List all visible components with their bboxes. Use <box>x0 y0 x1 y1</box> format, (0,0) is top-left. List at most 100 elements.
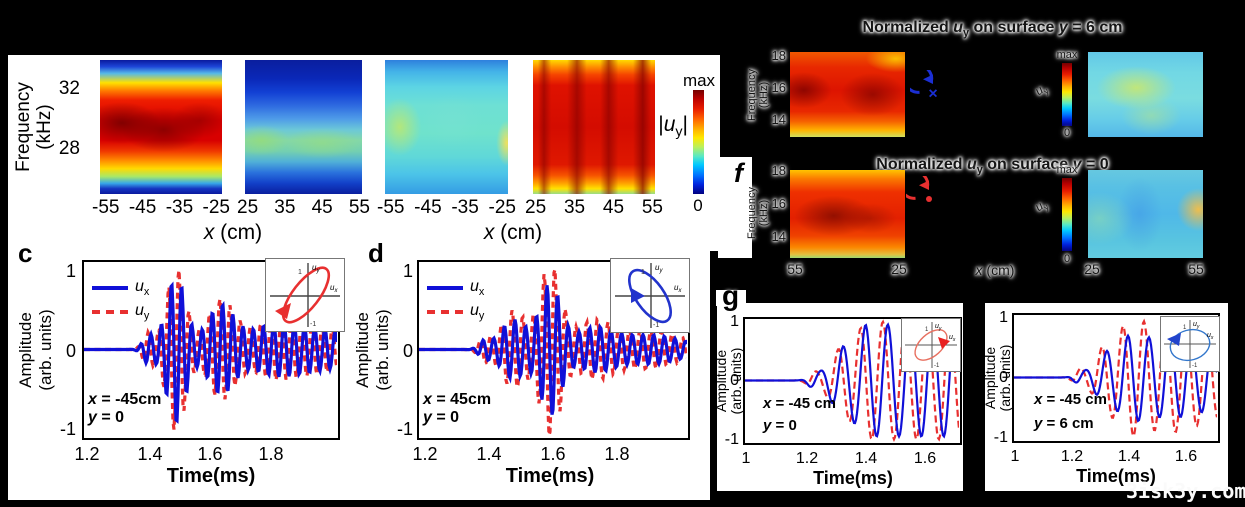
spectral-ytick-28: 28 <box>58 138 80 159</box>
f-xtick: 25 <box>891 261 907 277</box>
xtick: -45 <box>128 197 157 218</box>
f-ytick: 18 <box>771 163 786 178</box>
d-plot-area: ux uy x = 45cm y = 0 <box>417 260 690 440</box>
f-cb-min: 0 <box>1063 127 1071 139</box>
inset-tick: -1 <box>310 321 316 328</box>
bar: | <box>682 113 688 136</box>
d-xtick: 1.2 <box>412 444 438 464</box>
panel-c-label: c <box>18 238 33 268</box>
x-unit: (cm) <box>214 221 263 244</box>
d-ytick: 1 <box>402 261 413 281</box>
bar: | <box>658 113 664 136</box>
c-legend: ux uy <box>92 278 149 322</box>
xticks-map4: 25 35 45 55 <box>525 197 663 219</box>
c-polarization-ellipse <box>281 266 331 324</box>
watermark: 3isk3y.com <box>1126 479 1245 503</box>
g-label-backdrop <box>716 290 746 306</box>
gr-xtick: 1.2 <box>1060 448 1084 465</box>
gr-polarization-arrow <box>1167 333 1181 346</box>
xtick: -25 <box>488 197 516 218</box>
inset-uy-label: uy <box>655 263 663 274</box>
xtick: 35 <box>274 197 296 218</box>
f-ytick: 18 <box>771 48 786 63</box>
d-waveform <box>419 269 687 436</box>
heatmap-uy-left-pos-x <box>245 60 362 194</box>
x-var: x <box>975 262 983 278</box>
d-xtick: 1.4 <box>476 444 502 464</box>
x-unit: (cm) <box>494 221 543 244</box>
d-ylabel: Amplitude (arb. units) <box>353 309 392 391</box>
f-cb-quantity: uy <box>1032 80 1050 100</box>
f-xtick: 55 <box>1188 261 1204 277</box>
f-xlabel: x (cm) <box>952 262 1038 278</box>
title-text: Normalized <box>876 156 967 173</box>
uy-legend-label: uy <box>135 302 150 323</box>
xtick: 55 <box>348 197 370 218</box>
gr-ytick: 1 <box>999 309 1008 326</box>
gl-polarization-inset: uy ux 1 -1 <box>901 318 961 372</box>
into-page-x: × <box>928 86 937 103</box>
inset-tick: -1 <box>1192 363 1198 369</box>
d-polarization-inset: uy ux 1 -1 <box>610 258 690 333</box>
d-xtick: 1.6 <box>540 444 566 464</box>
gr-xlabel: Time(ms) <box>1076 466 1156 486</box>
c-xlabel: Time(ms) <box>166 465 256 487</box>
gl-xtick: 1.6 <box>913 450 937 467</box>
u-sub: y <box>962 27 970 40</box>
inset-tick: -1 <box>653 322 659 329</box>
inset-ux-label: ux <box>949 334 956 343</box>
d-polarization-arrow <box>631 288 645 303</box>
inset-ux-label: ux <box>330 283 338 294</box>
heatmap-f-y6-right <box>1088 52 1203 137</box>
xticks-map3: -55 -45 -35 -25 <box>377 197 516 219</box>
f-ytick: 16 <box>771 80 786 95</box>
gl-xtick: 1.4 <box>854 450 878 467</box>
gl-annotation-y: y = 0 <box>763 417 797 434</box>
d-annotation-y: y = 0 <box>423 409 460 426</box>
heatmap-uy-left-neg-x <box>100 60 222 194</box>
uy-legend-line <box>427 310 463 315</box>
gr-polarization-ellipse <box>1169 328 1211 362</box>
uy-legend-label: uy <box>470 302 485 323</box>
d-ytick: 0 <box>402 341 413 361</box>
inset-tick: 1 <box>1183 325 1187 331</box>
title-text: = 0 <box>1081 156 1109 173</box>
c-xtick: 1.6 <box>197 444 223 464</box>
ux-legend-line <box>92 286 128 291</box>
f-label-backdrop <box>718 157 752 258</box>
colorbar-quantity-label: |uy| <box>646 113 688 140</box>
u-var: u <box>966 156 977 173</box>
heatmap-f-y6-left <box>790 52 905 137</box>
cd-panel: c d Amplitude (arb. units) 1 0 -1 ux uy x… <box>8 240 710 500</box>
xtick: -35 <box>165 197 194 218</box>
xticks-map2: 25 35 45 55 <box>237 197 370 219</box>
u-var: u <box>663 113 676 136</box>
f-colorbar-bottom <box>1062 178 1072 251</box>
title-text: = 6 cm <box>1067 19 1123 36</box>
f-title-top: Normalized uy on surface y = 6 cm <box>790 19 1195 39</box>
gr-xtick: 1 <box>1010 448 1020 465</box>
heatmap-f-y0-right <box>1088 170 1203 258</box>
c-annotation-x: x = -45cm <box>88 391 162 408</box>
spectral-ytick-32: 32 <box>58 78 80 99</box>
colorbar <box>693 90 704 194</box>
x-axis-label-right: x (cm) <box>423 221 603 245</box>
c-xtick: 1.8 <box>258 444 284 464</box>
d-ytick: -1 <box>396 419 413 439</box>
f-xtick: 55 <box>787 261 803 277</box>
xtick: -25 <box>202 197 230 218</box>
inset-tick: -1 <box>934 363 940 369</box>
f-cb-quantity: uy <box>1032 196 1050 216</box>
gr-annotation-x: x = -45 cm <box>1034 391 1107 408</box>
c-ytick: -1 <box>59 419 76 439</box>
f-ytick: 14 <box>771 229 786 244</box>
gl-polarization-ellipse <box>914 329 948 361</box>
out-of-page-dot <box>926 196 932 202</box>
xtick: 25 <box>525 197 547 218</box>
inset-tick: 1 <box>298 269 302 276</box>
heatmap-uy-right-neg-x <box>385 60 508 194</box>
spectral-panel: Frequency (kHz) 32 28 -55 -45 -35 -25 25 35 45… <box>8 55 720 251</box>
gr-ytick: 0 <box>999 369 1008 386</box>
g-left-panel: Amplitude (arb. units) 1 0 -1 x = -45 cm … <box>713 303 963 491</box>
